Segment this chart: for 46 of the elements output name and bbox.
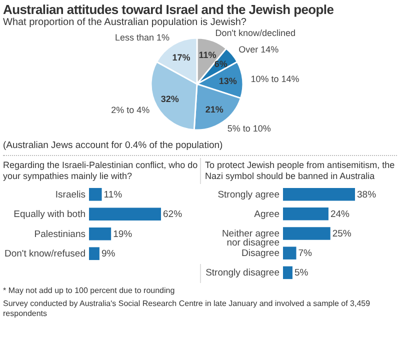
data-label: 7%: [298, 248, 313, 260]
data-label: 11%: [198, 50, 216, 60]
bar: [283, 227, 330, 240]
data-label: 25%: [332, 228, 352, 240]
slice-label: Don't know/declined: [215, 28, 296, 38]
data-label: 11%: [104, 189, 123, 200]
data-label: 24%: [330, 208, 350, 220]
y-tick-label: Neither agree nor disagree: [222, 228, 280, 248]
bar: [283, 188, 355, 201]
data-label: 5%: [294, 268, 309, 279]
bar: [89, 227, 112, 240]
chart-title: Australian attitudes toward Israel and the Jewish people: [3, 2, 335, 17]
y-tick-label: Disagree: [241, 248, 280, 260]
slice-label: 10% to 14%: [250, 74, 300, 84]
y-tick-label: Strongly disagree: [206, 268, 280, 279]
slice-label: 2% to 4%: [111, 105, 150, 116]
chart-title: To protect Jewish people from antisemitism, the Nazi symbol should be banned in Australia: [205, 159, 396, 183]
data-label: 6%: [214, 59, 228, 70]
data-label: 13%: [218, 76, 237, 86]
text: (Australian Jews account for 0.4% of the population): [3, 140, 224, 151]
y-tick-label: Israelis: [55, 189, 86, 200]
data-label: 32%: [160, 94, 179, 104]
slice-label: Less than 1%: [114, 32, 170, 43]
data-label: 9%: [101, 248, 116, 260]
y-tick-label: Equally with both: [14, 209, 86, 220]
bar: [89, 188, 102, 201]
data-label: 62%: [163, 209, 183, 220]
data-label: 21%: [205, 104, 224, 115]
bar: [283, 266, 292, 280]
y-tick-label: Agree: [254, 208, 280, 220]
chart-subtitle: What proportion of the Australian population is Jewish?: [3, 17, 248, 28]
y-tick-label: Strongly agree: [218, 189, 280, 200]
data-label: 19%: [113, 228, 133, 240]
text: * May not add up to 100 percent due to rounding: [3, 286, 176, 296]
data-label: 17%: [172, 52, 190, 62]
data-label: 38%: [357, 189, 377, 200]
bar: [283, 208, 328, 220]
slice-label: 5% to 10%: [227, 124, 271, 134]
y-tick-label: Don't know/refused: [4, 248, 86, 260]
bar: [89, 208, 161, 221]
bar: [283, 246, 296, 260]
text: Survey conducted by Australia's Social Research Centre in late January and involved a sample of 3,459 respondents: [3, 299, 372, 319]
y-tick-label: Palestinians: [34, 228, 86, 240]
bar: [89, 247, 100, 260]
slice-label: Over 14%: [238, 44, 279, 55]
chart-title: Regarding the Israeli-Palestinian conflict, who do your sympathies mainly lie with?: [3, 159, 199, 183]
